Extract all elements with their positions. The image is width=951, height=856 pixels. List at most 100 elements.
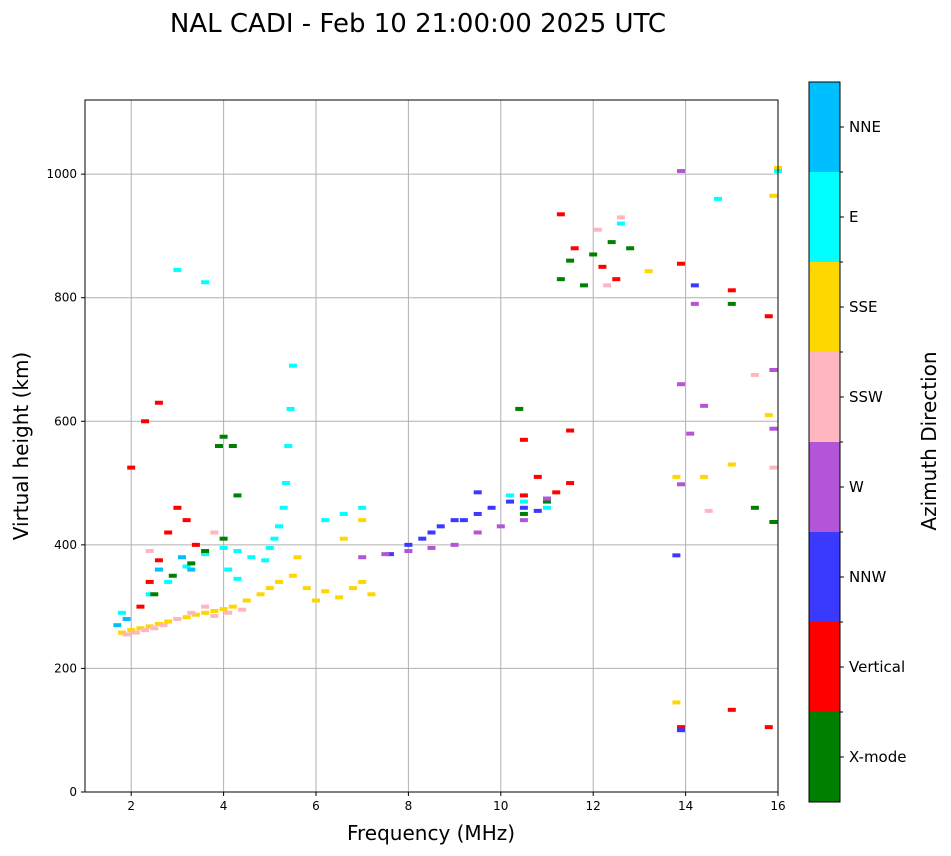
data-point-ssw bbox=[131, 630, 140, 635]
data-point-nnw bbox=[436, 524, 445, 529]
y-tick-label: 0 bbox=[69, 785, 77, 799]
data-point-e bbox=[224, 567, 233, 572]
data-point-vertical bbox=[145, 579, 154, 584]
data-point-sse bbox=[201, 610, 210, 615]
data-point-w bbox=[676, 169, 685, 174]
x-tick-label: 2 bbox=[127, 799, 135, 813]
colorbar-tick-label: NNW bbox=[849, 568, 886, 586]
y-axis-ticks: 0 200 400 600 800 1000 bbox=[46, 167, 85, 799]
data-point-nnw bbox=[506, 499, 515, 504]
data-point-sse bbox=[358, 579, 367, 584]
data-point-w bbox=[404, 549, 413, 554]
data-point-sse bbox=[672, 474, 681, 479]
data-point-e bbox=[286, 406, 295, 411]
colorbar-swatch bbox=[809, 442, 840, 532]
data-point-x-mode bbox=[727, 301, 736, 306]
data-point-e bbox=[270, 536, 279, 541]
data-point-w bbox=[358, 555, 367, 560]
data-point-nnw bbox=[404, 542, 413, 547]
data-point-vertical bbox=[173, 505, 182, 510]
data-point-sse bbox=[219, 607, 228, 612]
data-point-e bbox=[201, 552, 210, 557]
data-point-sse bbox=[127, 628, 136, 633]
data-point-ssw bbox=[187, 610, 196, 615]
data-point-nnw bbox=[418, 536, 427, 541]
data-point-nnw bbox=[690, 283, 699, 288]
x-tick-label: 8 bbox=[405, 799, 413, 813]
data-point-vertical bbox=[727, 707, 736, 712]
data-point-sse bbox=[367, 592, 376, 597]
data-point-x-mode bbox=[607, 240, 616, 245]
data-point-e bbox=[321, 518, 330, 523]
data-point-sse bbox=[228, 604, 237, 609]
x-tick-label: 10 bbox=[493, 799, 508, 813]
data-point-e bbox=[284, 444, 293, 448]
data-point-vertical bbox=[727, 288, 736, 293]
data-point-e bbox=[358, 505, 367, 510]
data-point-e bbox=[247, 555, 256, 560]
data-point-ssw bbox=[122, 632, 131, 637]
data-point-ssw bbox=[150, 626, 159, 631]
data-point-vertical bbox=[127, 465, 136, 470]
data-point-vertical bbox=[519, 493, 528, 498]
data-point-e bbox=[261, 558, 270, 563]
data-point-vertical bbox=[552, 490, 561, 495]
data-point-sse bbox=[727, 462, 736, 467]
plot-frame bbox=[84, 99, 779, 793]
data-point-nnw bbox=[473, 511, 482, 516]
y-tick-label: 600 bbox=[54, 414, 77, 428]
data-point-ssw bbox=[145, 549, 154, 554]
data-point-ssw bbox=[201, 604, 210, 609]
data-point-vertical bbox=[182, 518, 191, 523]
data-point-sse bbox=[302, 586, 311, 591]
data-point-ssw bbox=[173, 617, 182, 621]
x-tick-label: 12 bbox=[586, 799, 601, 813]
data-point-w bbox=[690, 301, 699, 306]
data-point-nne bbox=[113, 623, 122, 628]
data-point-vertical bbox=[612, 277, 621, 282]
colorbar-tick-label: W bbox=[849, 478, 864, 496]
colorbar-tick-label: X-mode bbox=[849, 748, 906, 766]
data-point-x-mode bbox=[579, 283, 588, 288]
colorbar-label: Azimuth Direction bbox=[917, 351, 941, 530]
data-point-x-mode bbox=[187, 561, 196, 566]
data-point-vertical bbox=[764, 725, 773, 730]
data-point-sse bbox=[182, 615, 191, 620]
colorbar-tick-label: E bbox=[849, 208, 858, 226]
data-point-nnw bbox=[533, 508, 542, 513]
chart-title: NAL CADI - Feb 10 21:00:00 2025 UTC bbox=[170, 9, 666, 39]
data-point-vertical bbox=[154, 558, 163, 563]
data-point-nnw bbox=[450, 518, 459, 523]
data-point-sse bbox=[265, 586, 274, 591]
data-point-sse bbox=[145, 624, 154, 629]
data-point-sse bbox=[117, 630, 126, 635]
data-point-ssw bbox=[704, 508, 713, 513]
data-point-vertical bbox=[676, 725, 685, 730]
data-point-nnw bbox=[459, 518, 468, 523]
colorbar-tick-label: SSW bbox=[849, 388, 883, 406]
data-point-x-mode bbox=[566, 258, 575, 263]
data-point-x-mode bbox=[589, 252, 598, 257]
data-point-ssw bbox=[210, 613, 219, 618]
data-point-e bbox=[117, 610, 126, 615]
data-point-x-mode bbox=[219, 434, 228, 439]
data-point-x-mode bbox=[750, 505, 759, 510]
data-point-ssw bbox=[238, 607, 247, 612]
data-point-nnw bbox=[672, 553, 681, 558]
data-point-x-mode bbox=[769, 519, 778, 524]
colorbar-tick-label: NNE bbox=[849, 118, 881, 136]
data-point-sse bbox=[191, 612, 200, 617]
data-point-sse bbox=[275, 579, 284, 584]
data-point-vertical bbox=[566, 428, 575, 433]
data-point-vertical bbox=[556, 212, 565, 217]
data-point-sse bbox=[358, 518, 367, 523]
data-point-sse bbox=[256, 592, 265, 597]
data-point-w bbox=[676, 482, 685, 487]
data-point-sse bbox=[335, 595, 344, 600]
y-tick-label: 400 bbox=[54, 538, 77, 552]
data-point-w bbox=[496, 524, 505, 529]
data-point-vertical bbox=[136, 604, 145, 609]
x-axis-label: Frequency (MHz) bbox=[347, 821, 515, 845]
data-point-w bbox=[473, 530, 482, 535]
data-point-x-mode bbox=[626, 246, 635, 251]
